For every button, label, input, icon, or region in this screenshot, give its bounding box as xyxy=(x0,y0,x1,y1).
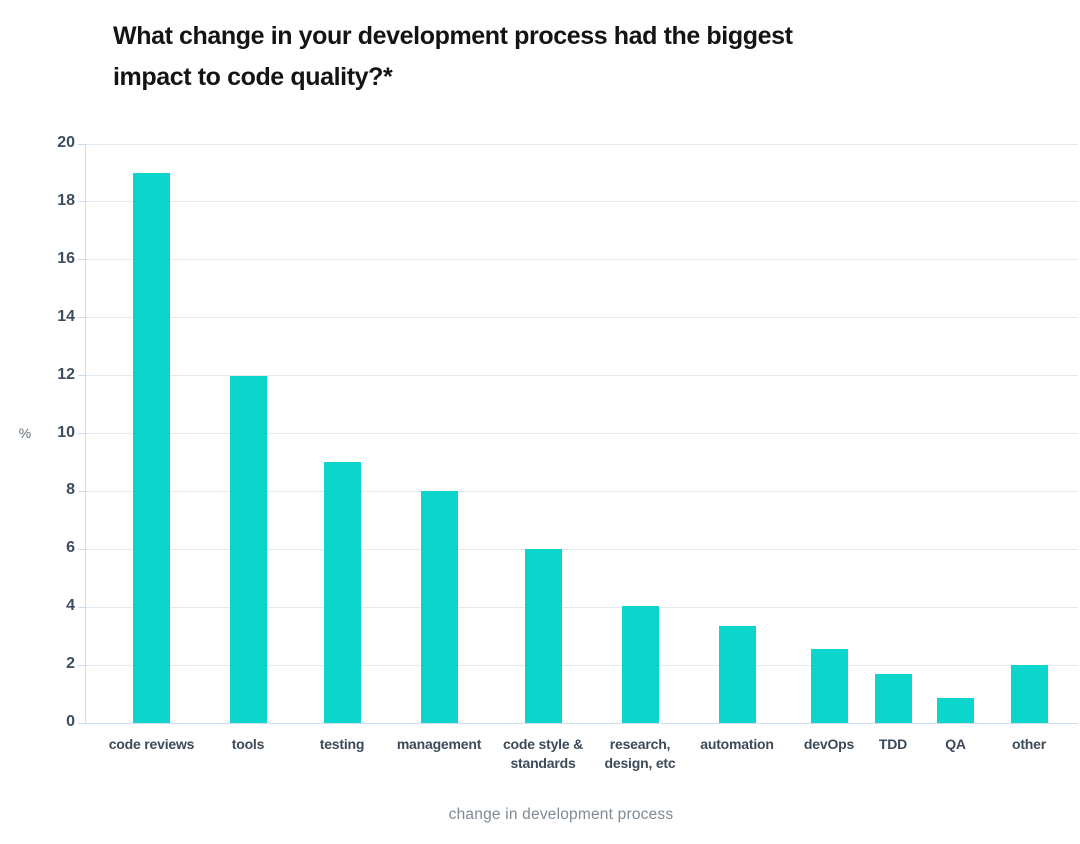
x-category-label-devops: devOps xyxy=(803,736,855,752)
y-tick-mark xyxy=(78,433,85,434)
bar-automation xyxy=(718,626,756,723)
y-tick-label: 14 xyxy=(57,307,75,325)
y-tick-label: 4 xyxy=(66,597,75,615)
bar-research-design-etc xyxy=(621,605,659,723)
y-tick-label: 10 xyxy=(57,423,75,441)
x-category-label-management: management xyxy=(396,736,482,752)
y-tick-label: 8 xyxy=(66,481,75,499)
gridline xyxy=(85,143,1078,145)
y-axis-label: % xyxy=(18,425,32,441)
y-tick-label: 20 xyxy=(57,134,75,151)
bar-code-style-standards xyxy=(524,549,562,723)
bar-qa xyxy=(937,698,974,723)
x-axis-label: change in development process xyxy=(448,806,674,823)
gridline xyxy=(85,317,1078,319)
x-category-label-code-style-standards: code style & standards xyxy=(502,736,584,771)
y-tick-mark xyxy=(78,259,85,261)
y-tick-label: 16 xyxy=(57,249,75,267)
gridline xyxy=(85,490,1078,492)
chart-title-line-1: What change in your development process … xyxy=(113,22,793,50)
y-axis-line xyxy=(85,144,86,723)
bar-management xyxy=(420,491,458,723)
gridline xyxy=(85,433,1078,434)
x-category-label-automation: automation xyxy=(700,736,774,752)
y-tick-mark xyxy=(78,201,85,203)
y-tick-label: 0 xyxy=(66,713,75,730)
gridline xyxy=(85,201,1078,203)
y-tick-mark xyxy=(78,143,85,145)
bar-code-reviews xyxy=(133,172,170,723)
y-tick-mark xyxy=(78,548,85,550)
x-category-label-qa: QA xyxy=(945,736,966,752)
x-category-label-code-reviews: code reviews xyxy=(108,736,195,752)
x-category-label-other: other xyxy=(1011,736,1046,752)
gridline xyxy=(85,259,1078,261)
x-category-label-testing: testing xyxy=(319,736,365,752)
y-tick-label: 2 xyxy=(66,655,75,673)
bar-devops xyxy=(810,649,848,723)
y-tick-mark xyxy=(78,606,85,608)
gridline xyxy=(85,375,1078,377)
y-tick-label: 12 xyxy=(57,365,75,383)
y-tick-mark xyxy=(78,490,85,492)
chart-title: What change in your development process … xyxy=(113,16,793,98)
y-tick-mark xyxy=(78,375,85,377)
x-category-label-research-design-etc: research, design, etc xyxy=(604,736,676,771)
bar-tdd xyxy=(874,673,912,723)
y-tick-mark xyxy=(78,722,85,724)
gridline xyxy=(85,664,1078,666)
y-tick-label: 6 xyxy=(66,539,75,557)
x-category-label-tdd: TDD xyxy=(878,736,908,752)
bar-other xyxy=(1010,665,1048,723)
x-axis-line xyxy=(85,722,1078,724)
chart-title-line-2: impact to code quality?* xyxy=(113,63,393,91)
bar-tools xyxy=(229,375,267,723)
y-tick-label: 18 xyxy=(57,191,75,209)
gridline xyxy=(85,548,1078,550)
y-tick-mark xyxy=(78,317,85,319)
bar-testing xyxy=(323,462,361,723)
y-tick-mark xyxy=(78,664,85,666)
x-category-label-tools: tools xyxy=(231,736,265,752)
gridline xyxy=(85,606,1078,608)
